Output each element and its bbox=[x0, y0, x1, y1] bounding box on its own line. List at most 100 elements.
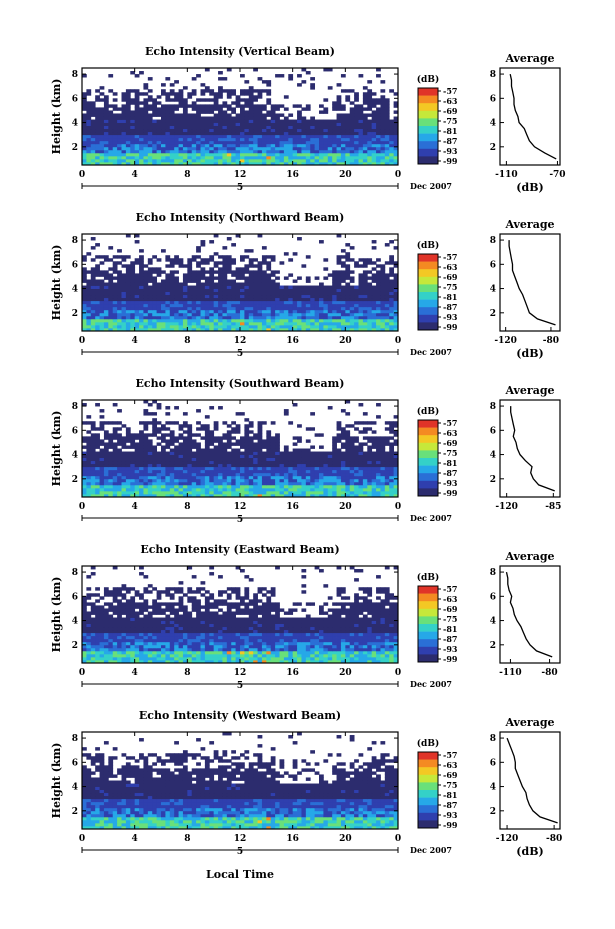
heatmap-cell bbox=[165, 291, 171, 296]
heatmap-cell bbox=[358, 161, 364, 166]
heatmap-cell bbox=[139, 466, 144, 471]
heatmap-cell bbox=[204, 282, 210, 286]
heatmap-cell bbox=[90, 451, 96, 455]
heatmap-cell bbox=[143, 493, 149, 498]
heatmap-cell bbox=[95, 300, 100, 305]
heatmap-cell bbox=[235, 267, 241, 271]
heatmap-cell bbox=[336, 318, 342, 323]
heatmap-cell bbox=[117, 261, 122, 265]
heatmap-cell bbox=[99, 131, 105, 136]
heatmap-cell bbox=[358, 490, 364, 495]
heatmap-cell bbox=[292, 303, 298, 308]
heatmap-cell bbox=[297, 481, 302, 486]
profile-x-label: (dB) bbox=[516, 347, 543, 360]
heatmap-cell bbox=[108, 128, 114, 133]
heatmap-cell bbox=[261, 327, 267, 332]
heatmap-cell bbox=[174, 306, 179, 311]
heatmap-cell bbox=[187, 134, 193, 139]
heatmap-cell bbox=[354, 288, 359, 292]
heatmap-cell bbox=[196, 487, 201, 492]
colorbar-tick-label: -69 bbox=[443, 106, 458, 116]
heatmap-cell bbox=[108, 161, 114, 166]
heatmap-cell bbox=[288, 472, 294, 477]
heatmap-cell bbox=[384, 324, 390, 329]
heatmap-cell bbox=[125, 267, 131, 271]
heatmap-cell bbox=[82, 451, 87, 455]
heatmap-cell bbox=[323, 140, 329, 145]
heatmap-cell bbox=[178, 155, 184, 160]
heatmap-cell bbox=[165, 146, 171, 151]
heatmap-cell bbox=[340, 297, 346, 302]
heatmap-cell bbox=[240, 327, 245, 332]
heatmap-cell bbox=[354, 321, 359, 326]
heatmap-cell bbox=[169, 282, 175, 286]
heatmap-cell bbox=[345, 309, 351, 314]
heatmap-cell bbox=[147, 460, 153, 465]
heatmap-cell bbox=[288, 122, 294, 126]
heatmap-cell bbox=[95, 327, 100, 332]
heatmap-cell bbox=[182, 475, 188, 480]
heatmap-cell bbox=[275, 463, 280, 468]
heatmap-cell bbox=[95, 484, 100, 489]
heatmap-cell bbox=[301, 158, 307, 163]
heatmap-cell bbox=[222, 270, 228, 274]
heatmap-cell bbox=[244, 294, 250, 299]
heatmap-cell bbox=[152, 466, 158, 471]
heatmap-cell bbox=[182, 285, 188, 289]
heatmap-cell bbox=[314, 490, 320, 495]
heatmap-cell bbox=[200, 472, 206, 477]
heatmap-cell bbox=[231, 261, 237, 265]
heatmap-cell bbox=[393, 122, 399, 126]
heatmap-cell bbox=[323, 110, 329, 114]
heatmap-cell bbox=[349, 312, 355, 317]
heatmap-cell bbox=[354, 421, 359, 425]
profile-frame bbox=[499, 399, 561, 498]
heatmap-cell bbox=[275, 107, 280, 111]
heatmap-cell bbox=[165, 119, 171, 123]
heatmap-cell bbox=[152, 143, 158, 148]
heatmap-cell bbox=[380, 457, 386, 462]
heatmap-cell bbox=[95, 315, 100, 320]
heatmap-cell bbox=[99, 261, 105, 265]
heatmap-cell bbox=[367, 300, 373, 305]
heatmap-cell bbox=[380, 128, 386, 133]
heatmap-cell bbox=[371, 321, 377, 326]
colorbar-swatch bbox=[418, 307, 438, 316]
heatmap-cell bbox=[319, 309, 324, 314]
heatmap-cell bbox=[218, 261, 223, 265]
heatmap-cell bbox=[121, 460, 127, 465]
heatmap-cell bbox=[139, 249, 144, 253]
heatmap-cell bbox=[336, 324, 342, 329]
heatmap-cell bbox=[125, 466, 131, 471]
heatmap-cell bbox=[235, 430, 241, 434]
heatmap-cell bbox=[196, 113, 201, 117]
heatmap-cell bbox=[182, 478, 188, 483]
heatmap-cell bbox=[266, 98, 272, 102]
heatmap-cell bbox=[283, 137, 289, 142]
heatmap-cell bbox=[99, 315, 105, 320]
heatmap-cell bbox=[393, 92, 399, 96]
x-tick-label: 8 bbox=[184, 502, 190, 512]
heatmap-cell bbox=[187, 439, 193, 443]
heatmap-cell bbox=[112, 161, 118, 166]
heatmap-cell bbox=[393, 300, 399, 305]
heatmap-cell bbox=[130, 439, 136, 443]
heatmap-cell bbox=[178, 297, 184, 302]
heatmap-cell bbox=[336, 475, 342, 480]
heatmap-cell bbox=[358, 306, 364, 311]
heatmap-cell bbox=[297, 288, 302, 292]
heatmap-cell bbox=[261, 318, 267, 323]
heatmap-cell bbox=[231, 466, 237, 471]
heatmap-cell bbox=[121, 436, 127, 440]
heatmap-cell bbox=[380, 487, 386, 492]
heatmap-cell bbox=[275, 451, 280, 455]
heatmap-cell bbox=[147, 267, 153, 271]
heatmap-cell bbox=[270, 484, 276, 489]
heatmap-cell bbox=[253, 487, 258, 492]
heatmap-cell bbox=[209, 240, 215, 244]
heatmap-cell bbox=[257, 116, 263, 120]
heatmap-cell bbox=[165, 282, 171, 286]
heatmap-cell bbox=[257, 490, 263, 495]
heatmap-cell bbox=[288, 297, 294, 302]
heatmap-cell bbox=[103, 309, 109, 314]
